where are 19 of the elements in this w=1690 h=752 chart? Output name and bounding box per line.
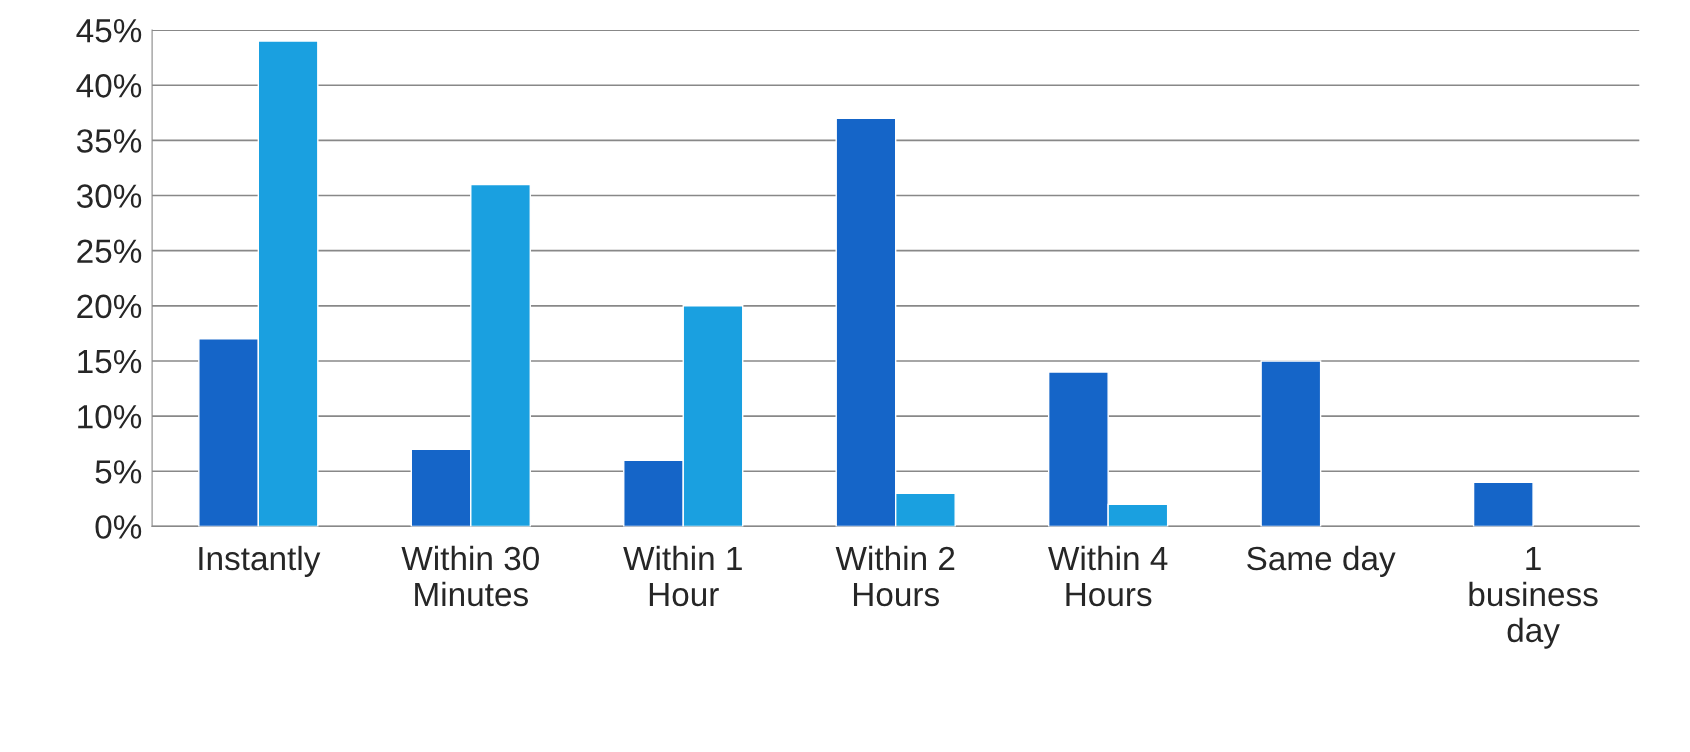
y-tick-label: 5%	[95, 460, 142, 484]
y-tick-label: 40%	[76, 74, 142, 98]
y-tick-label: 0%	[95, 515, 142, 539]
x-tick-label: Within 2 Hours	[835, 545, 955, 607]
y-tick-label: 10%	[78, 404, 142, 429]
bar	[1472, 481, 1534, 527]
x-tick-label: 1 business day	[1469, 547, 1598, 649]
y-tick-label: 20%	[77, 294, 142, 319]
x-tick-label: Within 4 Hours	[1048, 545, 1168, 607]
bar	[1260, 360, 1322, 527]
y-tick-label: 25%	[77, 239, 142, 264]
y-tick-label: 15%	[78, 349, 142, 374]
x-tick-label: Within 1 Hour	[623, 545, 742, 607]
y-tick-label: 35%	[76, 129, 142, 153]
x-tick-label: Same day	[1247, 545, 1396, 577]
y-tick-label: 45%	[76, 19, 142, 43]
y-tick-label: 30%	[76, 184, 142, 208]
x-tick-label: Instantly	[199, 545, 321, 577]
x-tick-label: Within 30 Minutes	[401, 545, 539, 607]
